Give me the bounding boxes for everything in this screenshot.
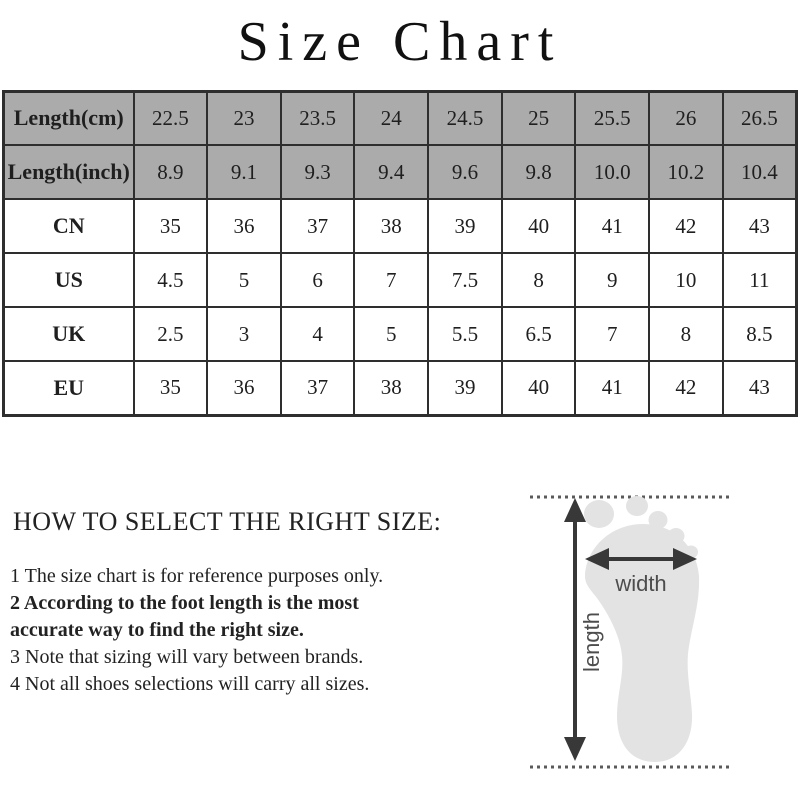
size-cell: 36 bbox=[206, 360, 282, 417]
foot-silhouette-icon bbox=[584, 496, 700, 762]
size-cell: 9.8 bbox=[500, 144, 577, 201]
table-row: US 4.5 5 6 7 7.5 8 9 10 11 bbox=[2, 252, 798, 309]
size-cell: 4.5 bbox=[132, 252, 209, 309]
size-cell: 6 bbox=[279, 252, 356, 309]
size-cell: 5 bbox=[353, 306, 430, 363]
size-cell: 8 bbox=[500, 252, 577, 309]
table-row: Length(inch) 8.9 9.1 9.3 9.4 9.6 9.8 10.0 10.2 10… bbox=[2, 144, 798, 201]
size-cell: 26 bbox=[648, 90, 724, 147]
howto-heading: HOW TO SELECT THE RIGHT SIZE: bbox=[13, 506, 442, 536]
size-cell: 42 bbox=[648, 360, 724, 417]
row-label: US bbox=[2, 252, 135, 309]
size-cell: 6.5 bbox=[500, 306, 577, 363]
size-cell: 10.0 bbox=[574, 144, 651, 201]
size-cell: 37 bbox=[279, 360, 356, 417]
size-cell: 39 bbox=[427, 360, 503, 417]
row-label: CN bbox=[2, 198, 135, 255]
size-cell: 23.5 bbox=[279, 90, 356, 147]
page-title: Size Chart bbox=[237, 11, 563, 73]
size-cell: 9.6 bbox=[427, 144, 503, 201]
size-cell: 9.4 bbox=[353, 144, 430, 201]
size-cell: 8.5 bbox=[721, 306, 798, 363]
size-cell: 24 bbox=[353, 90, 430, 147]
size-cell: 10 bbox=[648, 252, 724, 309]
size-cell: 37 bbox=[279, 198, 356, 255]
table-row: CN 35 36 37 38 39 40 41 42 43 bbox=[2, 198, 798, 255]
length-label: length bbox=[579, 612, 604, 672]
size-cell: 38 bbox=[353, 198, 430, 255]
foot-measurement-diagram: width length bbox=[527, 464, 797, 794]
size-cell: 43 bbox=[721, 360, 798, 417]
size-cell: 8 bbox=[648, 306, 724, 363]
size-cell: 25.5 bbox=[574, 90, 651, 147]
size-cell: 40 bbox=[500, 360, 577, 417]
note-line: 2 According to the foot length is the mo… bbox=[10, 591, 359, 641]
size-cell: 39 bbox=[427, 198, 503, 255]
size-cell: 9.3 bbox=[279, 144, 356, 201]
size-cell: 10.2 bbox=[648, 144, 724, 201]
row-label: Length(cm) bbox=[2, 90, 135, 147]
size-cell: 43 bbox=[721, 198, 798, 255]
second-toe bbox=[626, 496, 648, 516]
size-cell: 5.5 bbox=[427, 306, 503, 363]
size-cell: 35 bbox=[132, 198, 209, 255]
size-conversion-table: Length(cm) 22.5 23 23.5 24 24.5 25 25.5 26 26.5 Le… bbox=[2, 89, 798, 417]
row-label: EU bbox=[2, 360, 135, 417]
width-label: width bbox=[614, 571, 666, 596]
note-line: 4 Not all shoes selections will carry al… bbox=[10, 672, 370, 695]
size-cell: 24.5 bbox=[427, 90, 503, 147]
size-cell: 36 bbox=[206, 198, 282, 255]
size-cell: 9.1 bbox=[206, 144, 282, 201]
size-cell: 22.5 bbox=[132, 90, 209, 147]
size-cell: 8.9 bbox=[132, 144, 209, 201]
row-label: UK bbox=[2, 306, 135, 363]
size-cell: 40 bbox=[500, 198, 577, 255]
size-cell: 42 bbox=[648, 198, 724, 255]
size-cell: 7 bbox=[574, 306, 651, 363]
size-cell: 3 bbox=[206, 306, 282, 363]
notes-list: 1 The size chart is for reference purpos… bbox=[10, 563, 490, 698]
width-arrow bbox=[585, 548, 697, 570]
size-cell: 26.5 bbox=[721, 90, 798, 147]
size-cell: 25 bbox=[500, 90, 577, 147]
size-cell: 23 bbox=[206, 90, 282, 147]
size-cell: 38 bbox=[353, 360, 430, 417]
note-line: 3 Note that sizing will vary between bra… bbox=[10, 645, 364, 668]
size-cell: 5 bbox=[206, 252, 282, 309]
row-label: Length(inch) bbox=[2, 144, 135, 201]
size-table-body: Length(cm) 22.5 23 23.5 24 24.5 25 25.5 26 26.5 Le… bbox=[2, 90, 798, 417]
size-cell: 7.5 bbox=[427, 252, 503, 309]
third-toe bbox=[648, 511, 668, 529]
size-cell: 4 bbox=[279, 306, 356, 363]
note-line: 1 The size chart is for reference purpos… bbox=[10, 564, 384, 587]
foot-outline bbox=[585, 524, 700, 762]
table-row: Length(cm) 22.5 23 23.5 24 24.5 25 25.5 26 26.5 bbox=[2, 90, 798, 147]
length-arrow bbox=[564, 498, 586, 761]
size-cell: 41 bbox=[574, 198, 651, 255]
size-cell: 2.5 bbox=[132, 306, 209, 363]
size-cell: 7 bbox=[353, 252, 430, 309]
table-row: EU 35 36 37 38 39 40 41 42 43 bbox=[2, 360, 798, 417]
size-cell: 10.4 bbox=[721, 144, 798, 201]
size-cell: 35 bbox=[132, 360, 209, 417]
table-row: UK 2.5 3 4 5 5.5 6.5 7 8 8.5 bbox=[2, 306, 798, 363]
size-cell: 11 bbox=[721, 252, 798, 309]
big-toe bbox=[584, 500, 614, 528]
size-cell: 41 bbox=[574, 360, 651, 417]
size-cell: 9 bbox=[574, 252, 651, 309]
fourth-toe bbox=[667, 528, 685, 544]
